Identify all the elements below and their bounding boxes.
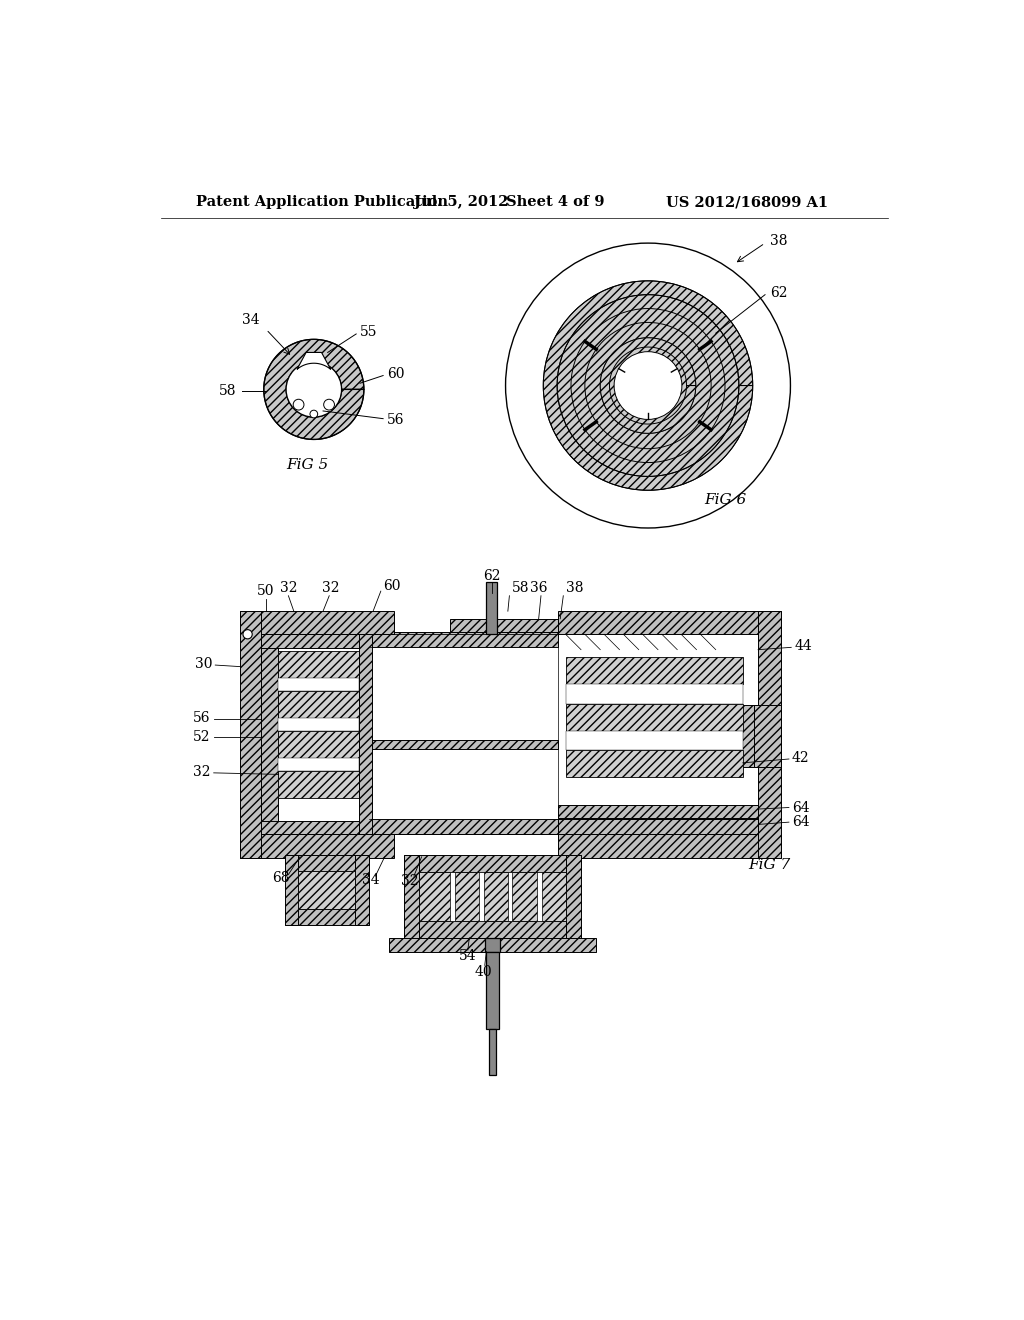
Text: 56: 56 [387,413,404,428]
Bar [565,855,581,937]
Bar [298,871,355,909]
Text: 32: 32 [280,581,297,595]
Polygon shape [544,281,753,490]
Bar [370,632,558,647]
Bar [451,873,455,921]
Bar [279,718,359,731]
Bar [488,1028,497,1074]
Bar [484,937,500,952]
Bar [261,635,361,648]
Text: 32: 32 [194,766,211,779]
Text: 68: 68 [272,871,290,886]
Bar [240,611,394,635]
Text: 32: 32 [322,581,340,595]
Bar [508,873,512,921]
Text: Patent Application Publication: Patent Application Publication [196,195,449,210]
Text: Jul. 5, 2012: Jul. 5, 2012 [414,195,509,210]
Bar [538,873,542,921]
Circle shape [324,399,335,411]
Bar [558,805,758,817]
Bar [403,855,581,873]
Bar [558,611,781,635]
Bar [735,705,758,767]
Bar [565,704,742,730]
Text: 58: 58 [512,581,529,595]
Text: 62: 62 [483,569,501,582]
Bar [261,635,279,834]
Polygon shape [297,352,331,370]
Bar [261,821,361,834]
Text: 34: 34 [242,313,259,327]
Bar [403,855,419,937]
Bar [279,758,359,771]
Text: 40: 40 [474,965,493,978]
Bar [758,611,781,858]
Text: 32: 32 [401,874,419,887]
Bar [285,909,370,924]
Text: 44: 44 [795,639,812,653]
Bar [279,731,359,758]
Text: 30: 30 [195,657,212,672]
Bar [558,834,781,858]
Bar [279,651,359,678]
Text: 50: 50 [257,585,274,598]
Text: FiG 6: FiG 6 [703,492,746,507]
Bar [486,582,497,635]
Bar [558,818,758,834]
Text: 42: 42 [792,751,810,766]
Bar [240,834,394,858]
Polygon shape [600,338,695,433]
Circle shape [293,399,304,411]
Bar [279,678,359,692]
Bar [285,855,370,871]
Text: 62: 62 [770,286,787,300]
Circle shape [286,362,342,417]
Circle shape [310,411,317,418]
Text: 58: 58 [219,384,237,397]
Bar [565,684,742,704]
Bar [279,771,359,799]
Bar [419,873,565,921]
Bar [479,873,484,921]
Bar [370,647,558,818]
Text: Sheet 4 of 9: Sheet 4 of 9 [506,195,605,210]
Bar [403,921,581,937]
Bar [355,855,370,924]
Text: FiG 7: FiG 7 [749,858,791,873]
Bar [451,619,558,632]
Bar [755,705,781,767]
Bar [565,750,742,776]
Text: 38: 38 [565,581,583,595]
Circle shape [614,351,682,420]
Text: US 2012/168099 A1: US 2012/168099 A1 [666,195,827,210]
Bar [565,657,742,684]
Bar [370,818,558,834]
Bar [240,611,261,858]
Text: 60: 60 [383,578,400,593]
Text: 52: 52 [194,730,211,743]
Bar [359,635,372,834]
Bar [388,937,596,952]
Circle shape [243,630,252,639]
Text: 38: 38 [770,234,787,248]
Text: 36: 36 [529,581,548,595]
Polygon shape [264,339,364,440]
Bar [279,692,359,718]
Bar [370,739,558,748]
Text: 54: 54 [459,949,476,964]
Text: 34: 34 [362,873,380,887]
Bar [565,730,742,750]
Text: 55: 55 [360,326,378,339]
Circle shape [506,243,791,528]
Text: 56: 56 [194,711,211,725]
Text: 64: 64 [792,800,810,814]
Text: 64: 64 [792,816,810,829]
Text: FiG 5: FiG 5 [287,458,329,471]
Text: 60: 60 [387,367,404,381]
Bar [285,855,298,924]
Bar [486,952,499,1028]
